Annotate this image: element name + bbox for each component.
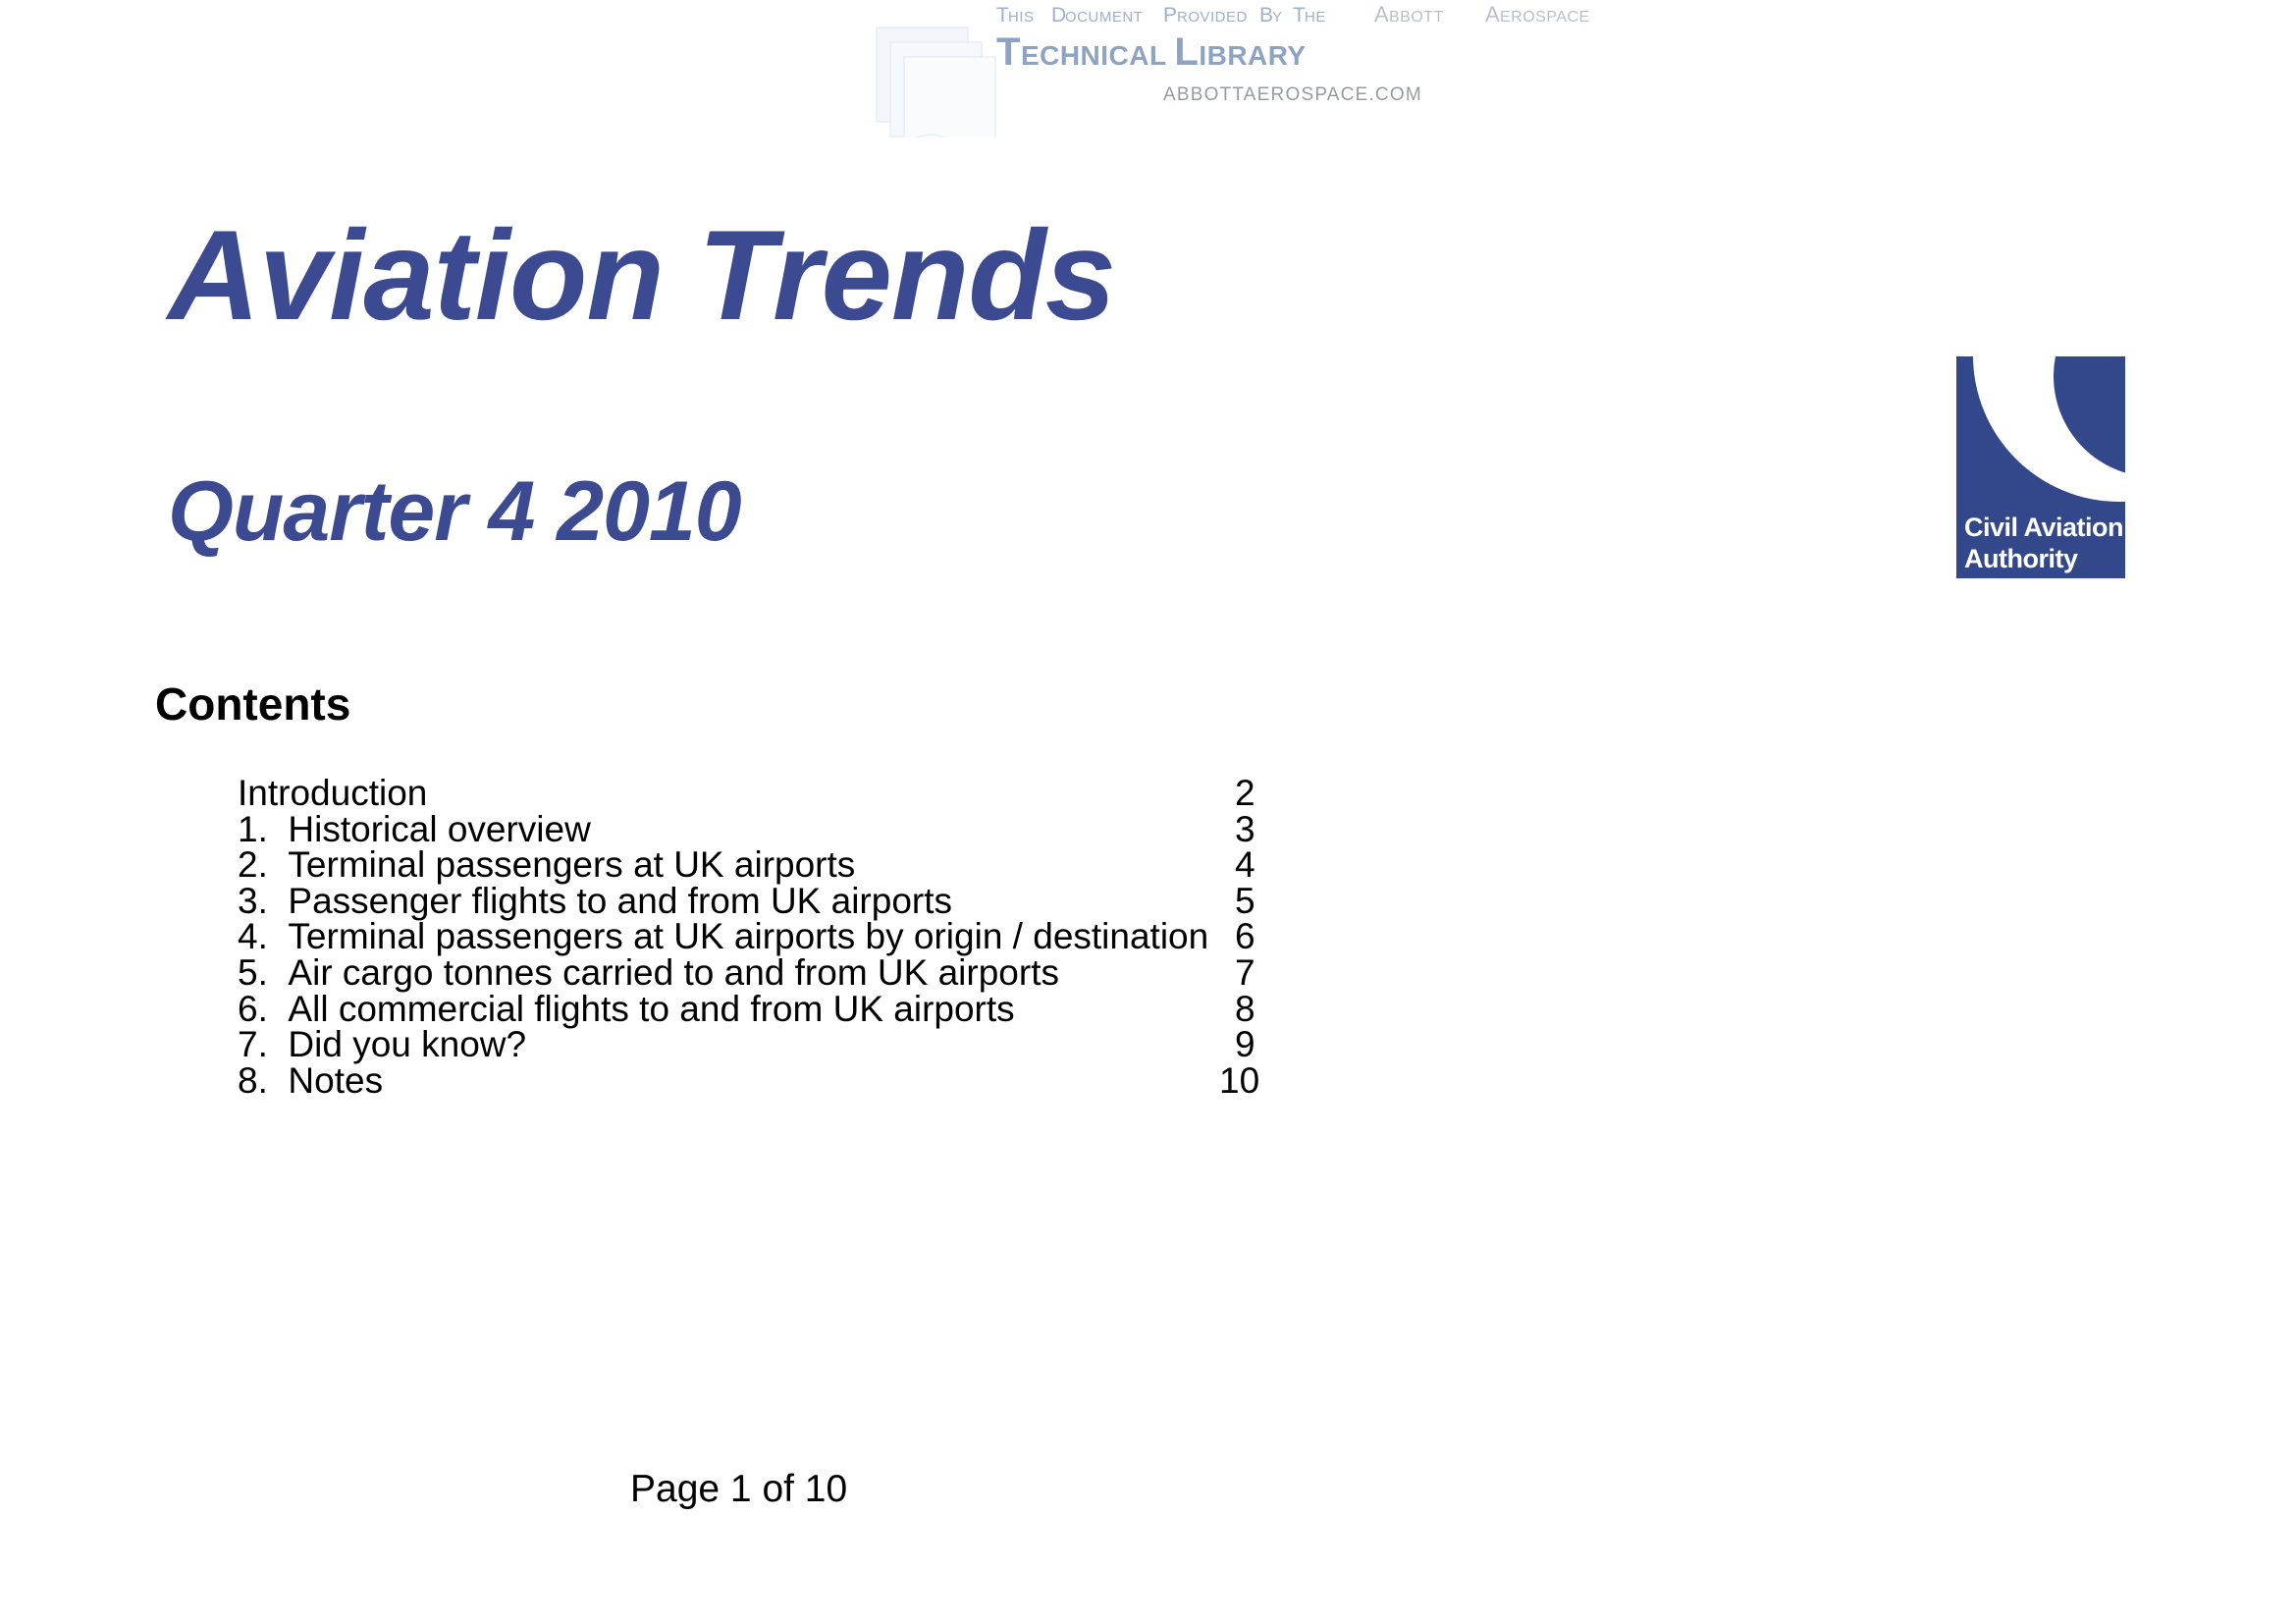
svg-text:ROVIDED: ROVIDED bbox=[1177, 9, 1248, 26]
svg-text:TECHNICAL LIBRARY: TECHNICAL LIBRARY bbox=[996, 30, 1307, 74]
svg-text:A: A bbox=[1485, 2, 1500, 27]
svg-text:ABBOTTAEROSPACE.COM: ABBOTTAEROSPACE.COM bbox=[1163, 84, 1422, 105]
svg-text:Civil Aviation: Civil Aviation bbox=[1964, 513, 2123, 542]
svg-text:Y: Y bbox=[1272, 9, 1283, 26]
svg-text:HIS: HIS bbox=[1008, 9, 1035, 26]
svg-text:HE: HE bbox=[1305, 9, 1326, 26]
svg-text:BBOTT: BBOTT bbox=[1389, 9, 1444, 26]
svg-text:EROSPACE: EROSPACE bbox=[1500, 9, 1590, 26]
svg-text:A: A bbox=[1374, 2, 1389, 27]
svg-text:Authority: Authority bbox=[1964, 544, 2078, 573]
svg-text:P: P bbox=[1163, 4, 1178, 27]
svg-text:OCUMENT: OCUMENT bbox=[1065, 9, 1143, 26]
